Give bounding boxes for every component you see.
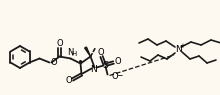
Text: N: N: [175, 46, 181, 55]
Text: O: O: [65, 76, 72, 85]
Text: O: O: [114, 57, 121, 66]
Text: S: S: [103, 61, 108, 70]
Text: O: O: [56, 39, 63, 48]
Text: O: O: [51, 58, 57, 67]
Text: N: N: [67, 48, 74, 57]
Text: O: O: [97, 48, 104, 57]
Polygon shape: [85, 47, 90, 57]
Text: H: H: [71, 51, 76, 57]
Text: +: +: [179, 43, 185, 49]
Text: O: O: [112, 72, 118, 81]
Text: −: −: [117, 71, 123, 80]
Text: N: N: [90, 65, 97, 74]
